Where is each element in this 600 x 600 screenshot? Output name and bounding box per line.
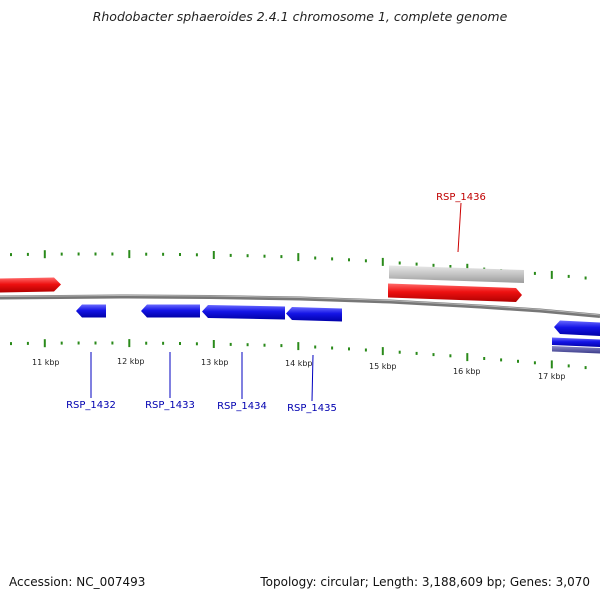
gene-label-rsp-1436[interactable]: RSP_1436 [436, 192, 486, 203]
gene-label-rsp-1432[interactable]: RSP_1432 [66, 400, 116, 411]
scale-labels: 11 kbp 12 kbp 13 kbp 14 kbp 15 kbp 16 kb… [32, 357, 566, 381]
selected-gene-highlight[interactable] [389, 265, 524, 284]
genome-backbone-highlight [0, 294, 600, 316]
gene-label-rsp-1434[interactable]: RSP_1434 [217, 401, 267, 412]
label-leader-rsp-1435 [311, 354, 314, 402]
gene-label-rsp-1435[interactable]: RSP_1435 [287, 403, 337, 414]
scale-label: 16 kbp [453, 367, 481, 376]
genome-summary-text: Topology: circular; Length: 3,188,609 bp… [260, 575, 590, 589]
map-title: Rhodobacter sphaeroides 2.4.1 chromosome… [92, 9, 508, 24]
gene-arrow-rsp-1435[interactable] [286, 307, 342, 322]
gene-arrow-rsp-1434[interactable] [202, 305, 285, 320]
label-leader-rsp-1436 [457, 202, 462, 253]
scale-label: 12 kbp [117, 357, 145, 366]
reverse-gene-arrow[interactable] [552, 337, 600, 348]
scale-label: 13 kbp [201, 358, 229, 367]
gene-label-rsp-1433[interactable]: RSP_1433 [145, 400, 195, 411]
gene-arrow-rsp-1432[interactable] [76, 304, 106, 318]
accession-text: Accession: NC_007493 [9, 575, 146, 589]
scale-label: 17 kbp [538, 372, 566, 381]
gene-arrow-rsp-1433[interactable] [141, 304, 200, 318]
forward-gene-arrow[interactable] [0, 277, 61, 293]
scale-label: 15 kbp [369, 362, 397, 371]
scale-label: 11 kbp [32, 358, 60, 367]
reverse-gene-shadow [552, 346, 600, 354]
reverse-gene-arrow[interactable] [554, 320, 600, 337]
scale-label: 14 kbp [285, 359, 313, 368]
gene-arrow-rsp-1436[interactable] [388, 283, 522, 303]
genome-backbone [0, 294, 600, 318]
lower-tick-row [10, 339, 587, 370]
upper-tick-row [10, 250, 587, 280]
